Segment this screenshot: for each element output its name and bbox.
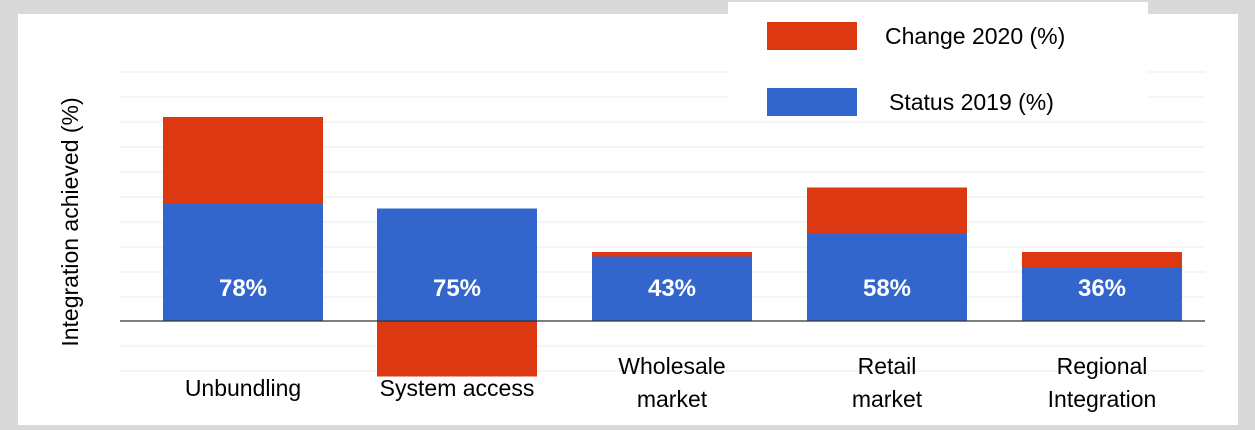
data-label: 43% <box>648 275 696 302</box>
bar-change-2020 <box>377 321 537 377</box>
data-labels: 78% 75% 43% 58% 36% <box>219 275 1126 302</box>
x-tick-label: market <box>637 386 708 412</box>
bar-change-2020 <box>163 117 323 204</box>
legend-swatch <box>767 22 857 50</box>
x-tick-label: Unbundling <box>185 375 301 401</box>
x-tick-label: Regional <box>1057 353 1148 379</box>
x-tick-label: market <box>852 386 923 412</box>
legend-swatch <box>767 88 857 116</box>
x-tick-label: Wholesale <box>618 353 725 379</box>
bar-status-2019 <box>807 234 967 321</box>
bar-status-2019 <box>592 256 752 321</box>
x-tick-label: Integration <box>1048 386 1157 412</box>
bar-status-2019 <box>163 204 323 321</box>
bars <box>163 117 1182 377</box>
legend: Change 2020 (%) Status 2019 (%) <box>728 2 1148 120</box>
y-axis-label: Integration achieved (%) <box>57 97 83 346</box>
bar-change-2020 <box>807 187 967 234</box>
data-label: 75% <box>433 275 481 302</box>
x-tick-label: System access <box>380 375 535 401</box>
x-tick-label: Retail <box>858 353 917 379</box>
bar-change-2020 <box>592 252 752 257</box>
x-axis-tick-labels: Unbundling System access Wholesale market Re… <box>185 353 1157 412</box>
bar-status-2019 <box>1022 267 1182 321</box>
data-label: 36% <box>1078 275 1126 302</box>
bar-status-2019 <box>377 208 537 321</box>
data-label: 58% <box>863 275 911 302</box>
legend-label: Status 2019 (%) <box>889 89 1054 115</box>
data-label: 78% <box>219 275 267 302</box>
legend-items: Change 2020 (%) Status 2019 (%) <box>767 22 1065 116</box>
bar-change-2020 <box>1022 252 1182 267</box>
legend-label: Change 2020 (%) <box>885 23 1065 49</box>
